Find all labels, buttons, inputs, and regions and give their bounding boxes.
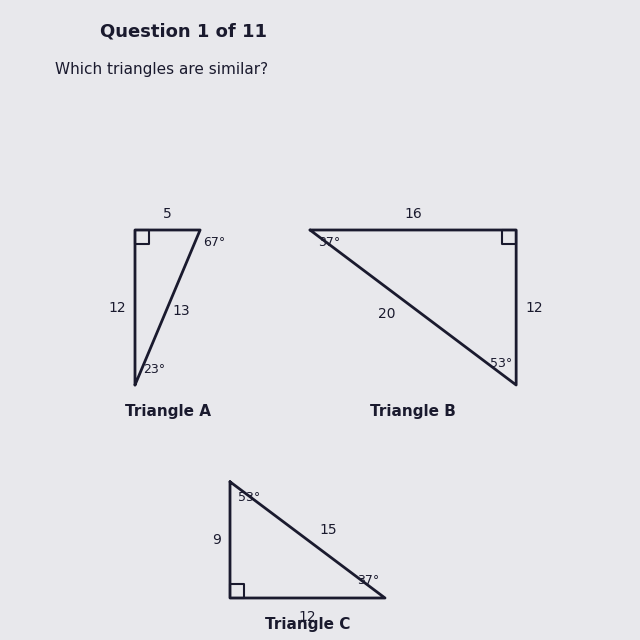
- Text: 37°: 37°: [357, 574, 380, 587]
- Text: Which triangles are similar?: Which triangles are similar?: [55, 62, 268, 77]
- Text: 20: 20: [378, 307, 396, 321]
- Text: 23°: 23°: [143, 363, 165, 376]
- Text: 37°: 37°: [317, 236, 340, 249]
- Text: 12: 12: [299, 611, 316, 625]
- Text: Triangle C: Triangle C: [265, 616, 350, 632]
- Text: 12: 12: [108, 301, 125, 314]
- Text: 53°: 53°: [237, 491, 260, 504]
- Text: 13: 13: [172, 303, 190, 317]
- Text: 16: 16: [404, 207, 422, 221]
- Text: Question 1 of 11: Question 1 of 11: [100, 22, 267, 40]
- Text: 9: 9: [212, 533, 221, 547]
- Text: 15: 15: [320, 523, 337, 537]
- Text: 67°: 67°: [204, 236, 225, 249]
- Text: 53°: 53°: [490, 356, 512, 369]
- Text: 5: 5: [163, 207, 172, 221]
- Text: 12: 12: [525, 301, 543, 314]
- Text: Triangle A: Triangle A: [125, 404, 211, 419]
- Text: Triangle B: Triangle B: [370, 404, 456, 419]
